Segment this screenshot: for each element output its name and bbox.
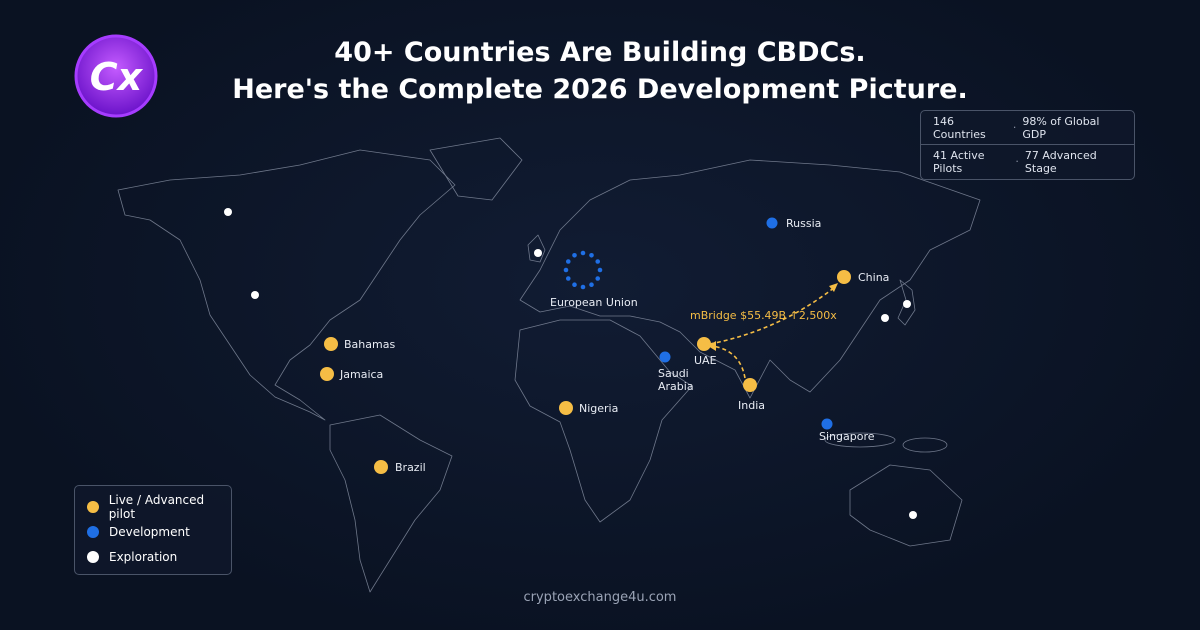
eu-star — [595, 276, 601, 281]
logo-text: Cx — [90, 55, 144, 99]
eu-star — [572, 252, 577, 258]
eu-star — [565, 276, 571, 281]
stat: 146 Countries — [933, 114, 986, 141]
country-label: Jamaica — [340, 368, 384, 381]
mbridge-annotation: mBridge $55.49B ↑2,500x — [690, 309, 837, 322]
title-line: 40+ Countries Are Building CBDCs. — [334, 37, 866, 68]
eu-star — [589, 282, 594, 288]
legend-item: Live / Advanced pilot — [75, 492, 231, 521]
legend-label: Development — [109, 524, 190, 539]
country-label: Nigeria — [579, 402, 619, 415]
japan — [897, 279, 916, 326]
legend-label: Live / Advanced pilot — [108, 492, 205, 521]
legend-item: Development — [75, 519, 231, 544]
greenland — [429, 137, 523, 201]
country-label: Bahamas — [344, 338, 396, 351]
eu-star — [589, 252, 594, 258]
australia — [849, 464, 963, 547]
legend-swatch — [87, 500, 99, 513]
country-marker — [837, 270, 851, 284]
exploration-marker — [224, 208, 232, 216]
legend-swatch — [87, 550, 99, 563]
country-label: India — [738, 399, 765, 412]
stats-box: 146 Countries · 98% of Global GDP 41 Activ… — [920, 110, 1135, 180]
mbridge-route — [711, 345, 746, 379]
stat: 77 Advanced Stage — [1024, 148, 1097, 175]
title-line: Here's the Complete 2026 Development Pic… — [232, 74, 968, 105]
eurasia — [519, 159, 981, 399]
exploration-marker — [534, 249, 542, 257]
legend: Live / Advanced pilot Development Explorat… — [74, 485, 232, 575]
country-marker — [697, 337, 711, 351]
stat: 41 Active Pilots — [933, 148, 985, 175]
country-marker — [821, 418, 833, 430]
country-label: UAE — [694, 354, 717, 367]
country-marker — [320, 367, 334, 381]
logo-badge — [74, 34, 158, 118]
exploration-marker — [909, 511, 917, 519]
arrow-head — [829, 283, 838, 292]
country-marker — [766, 217, 778, 229]
uk — [527, 234, 546, 263]
stat: 98% of Global GDP — [1022, 114, 1100, 141]
country-marker — [559, 401, 573, 415]
africa — [514, 319, 693, 523]
legend-swatch — [87, 525, 99, 538]
eu-star — [580, 250, 586, 256]
indonesia — [824, 432, 896, 448]
country-label: Saudi Arabia — [658, 367, 694, 393]
country-marker — [324, 337, 338, 351]
eu-star — [597, 267, 603, 273]
eu-star — [572, 282, 577, 288]
exploration-marker — [251, 291, 259, 299]
south-america — [329, 414, 453, 593]
country-label: European Union — [550, 296, 638, 309]
country-label: Brazil — [395, 461, 426, 474]
country-marker — [659, 351, 671, 363]
arrow-head — [708, 341, 716, 351]
exploration-marker — [903, 300, 911, 308]
country-label: Singapore — [819, 430, 875, 443]
exploration-marker — [881, 314, 889, 322]
new-guinea — [902, 437, 948, 453]
country-label: China — [858, 271, 890, 284]
country-label: Russia — [786, 217, 822, 230]
footer: cryptoexchange4u.com — [523, 590, 677, 605]
eu-star — [565, 259, 571, 264]
country-marker — [743, 378, 757, 392]
eu-star — [580, 284, 586, 290]
eu-star — [595, 259, 601, 264]
mbridge-route — [709, 286, 836, 345]
legend-item: Exploration — [75, 544, 231, 569]
country-marker — [374, 460, 388, 474]
eu-star — [563, 267, 569, 273]
legend-label: Exploration — [109, 549, 178, 564]
north-america — [117, 149, 456, 421]
